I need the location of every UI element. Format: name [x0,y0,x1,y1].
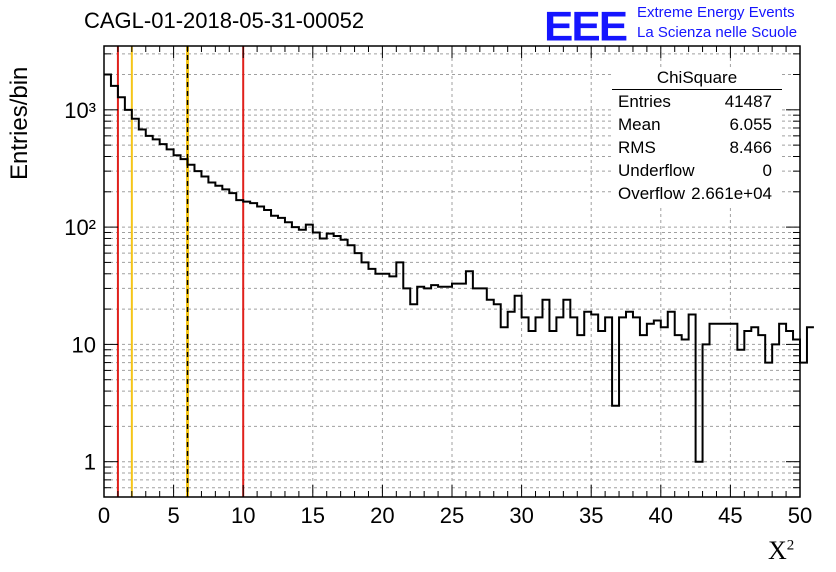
stats-value: 0 [762,161,772,180]
x-tick-label: 35 [579,503,603,528]
logo-line-2: La Scienza nelle Scuole [637,24,798,41]
stats-key: RMS [618,138,656,157]
stats-value: 8.466 [729,138,772,157]
x-tick-label: 10 [231,503,255,528]
x-tick-label: 15 [301,503,325,528]
stats-value: 2.661e+04 [691,184,772,203]
y-axis-label: Entries/bin [6,66,33,180]
stats-key: Entries [618,92,671,111]
y-tick-label: 1 [84,450,96,475]
stats-key: Mean [618,115,661,134]
x-tick-label: 5 [167,503,179,528]
eee-logo: EEE [544,3,628,50]
x-tick-label: 25 [440,503,464,528]
chart-title: CAGL-01-2018-05-31-00052 [84,8,365,33]
stats-row-underflow: Underflow 0 [612,159,782,182]
x-tick-label: 40 [649,503,673,528]
y-tick-label: 10³ [64,98,96,123]
x-tick-label: 45 [718,503,742,528]
x-tick-label: 50 [788,503,812,528]
stats-box: ChiSquare Entries 41487 Mean 6.055 RMS 8… [612,68,782,205]
x-tick-label: 0 [98,503,110,528]
logo-line-1: Extreme Energy Events [637,4,795,21]
y-tick-label: 10 [72,332,96,357]
stats-key: Underflow [618,161,695,180]
histogram-series [104,73,814,463]
stats-key: Overflow [618,184,686,203]
stats-value: 6.055 [729,115,772,134]
x-tick-label: 30 [509,503,533,528]
stats-title: ChiSquare [612,68,782,90]
x-tick-label: 20 [370,503,394,528]
stats-row-rms: RMS 8.466 [612,136,782,159]
stats-value: 41487 [724,92,772,111]
y-tick-label: 10² [64,215,96,240]
x-axis-label: X2 [768,536,795,565]
stats-row-entries: Entries 41487 [612,90,782,113]
stats-row-overflow: Overflow 2.661e+04 [612,182,782,205]
stats-row-mean: Mean 6.055 [612,113,782,136]
